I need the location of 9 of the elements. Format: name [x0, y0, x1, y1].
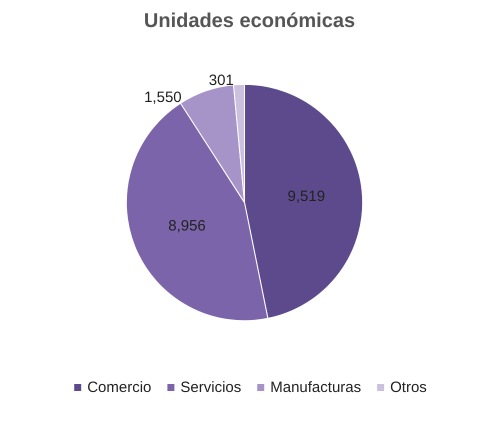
legend-label: Manufacturas	[270, 379, 362, 396]
legend-label: Servicios	[180, 379, 242, 396]
data-label: 301	[208, 72, 234, 90]
data-label: 8,956	[168, 217, 206, 234]
data-label: 9,519	[288, 188, 326, 205]
legend-label: Otros	[390, 379, 427, 396]
data-label: 1,550	[144, 89, 182, 106]
chart-title: Unidades económicas	[144, 10, 356, 32]
legend-label: Comercio	[87, 379, 152, 396]
